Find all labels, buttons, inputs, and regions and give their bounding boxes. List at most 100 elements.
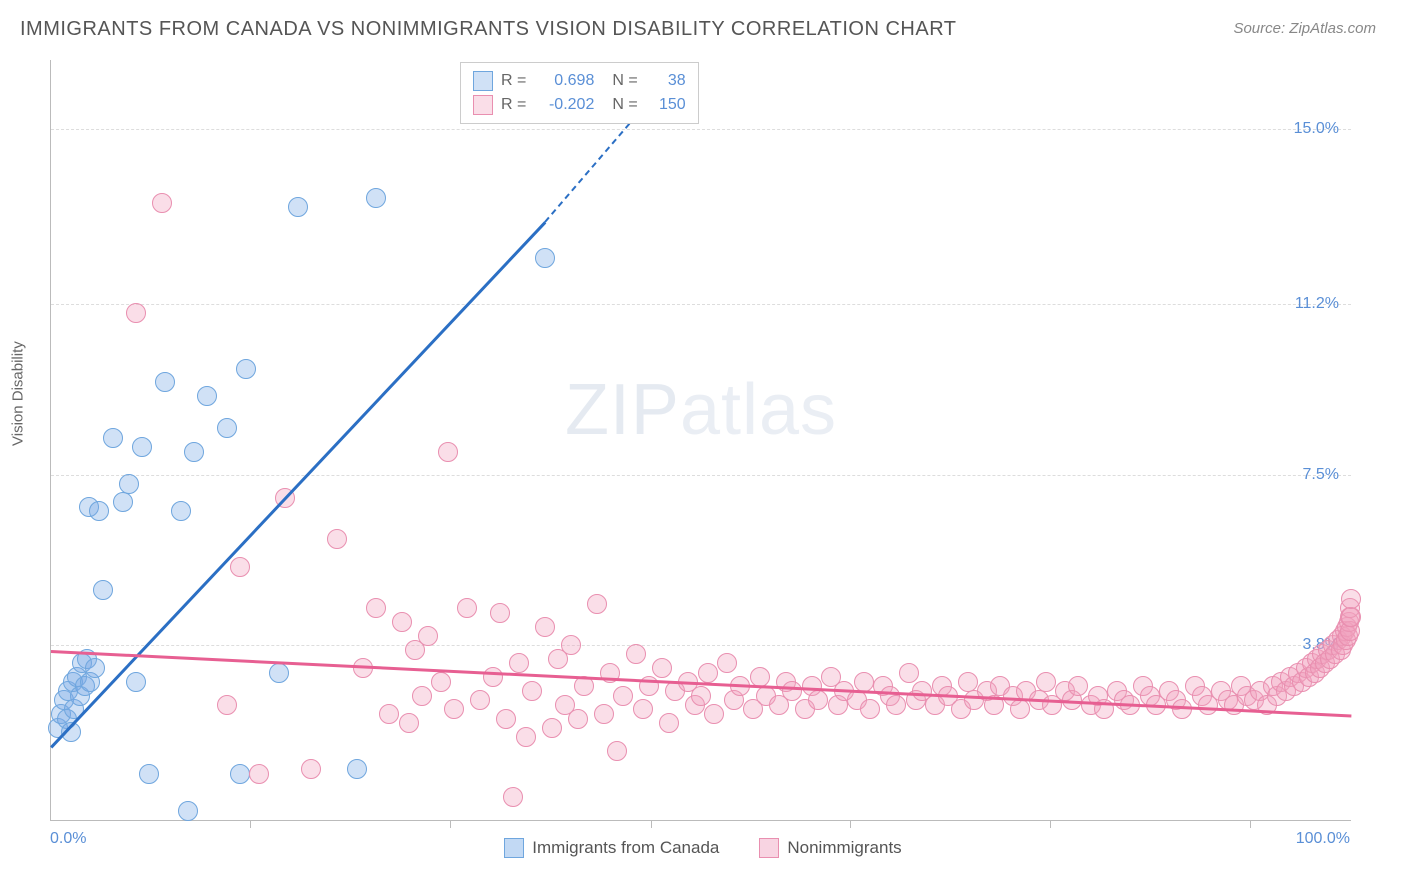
data-point: [808, 690, 828, 710]
stat-n-label: N =: [612, 96, 637, 114]
data-point: [217, 695, 237, 715]
data-point: [301, 759, 321, 779]
data-point: [399, 713, 419, 733]
data-point: [899, 663, 919, 683]
data-point: [535, 248, 555, 268]
data-point: [444, 699, 464, 719]
legend-label: Immigrants from Canada: [532, 838, 719, 858]
watermark-bold: ZIP: [565, 370, 680, 450]
data-point: [691, 686, 711, 706]
stat-n-value: 150: [646, 96, 686, 114]
data-point: [483, 667, 503, 687]
data-point: [89, 501, 109, 521]
legend-item-series-b: Nonimmigrants: [759, 838, 901, 858]
data-point: [347, 759, 367, 779]
data-point: [1341, 607, 1361, 627]
data-point: [113, 492, 133, 512]
data-point: [366, 598, 386, 618]
data-point: [860, 699, 880, 719]
data-point: [139, 764, 159, 784]
data-point: [230, 764, 250, 784]
data-point: [327, 529, 347, 549]
data-point: [1036, 672, 1056, 692]
data-point: [704, 704, 724, 724]
data-point: [152, 193, 172, 213]
data-point: [103, 428, 123, 448]
stat-r-label: R =: [501, 96, 526, 114]
data-point: [155, 372, 175, 392]
data-point: [568, 709, 588, 729]
y-tick-label: 7.5%: [1303, 466, 1339, 484]
data-point: [379, 704, 399, 724]
data-point: [470, 690, 490, 710]
data-point: [366, 188, 386, 208]
legend-swatch-icon: [473, 95, 493, 115]
stat-n-label: N =: [612, 72, 637, 90]
data-point: [652, 658, 672, 678]
x-tick-mark: [250, 820, 251, 828]
data-point: [509, 653, 529, 673]
data-point: [392, 612, 412, 632]
data-point: [561, 635, 581, 655]
data-point: [854, 672, 874, 692]
gridline: [51, 475, 1351, 476]
data-point: [288, 197, 308, 217]
data-point: [587, 594, 607, 614]
data-point: [119, 474, 139, 494]
data-point: [717, 653, 737, 673]
data-point: [574, 676, 594, 696]
legend-swatch-icon: [759, 838, 779, 858]
stat-n-value: 38: [646, 72, 686, 90]
y-axis-label: Vision Disability: [10, 341, 27, 446]
data-point: [438, 442, 458, 462]
data-point: [633, 699, 653, 719]
data-point: [613, 686, 633, 706]
data-point: [431, 672, 451, 692]
gridline: [51, 304, 1351, 305]
data-point: [171, 501, 191, 521]
watermark: ZIPatlas: [565, 369, 837, 451]
data-point: [249, 764, 269, 784]
data-point: [126, 672, 146, 692]
plot-area: ZIPatlas 3.8%7.5%11.2%15.0%: [50, 60, 1351, 821]
watermark-light: atlas: [680, 370, 837, 450]
gridline: [51, 645, 1351, 646]
legend-item-series-a: Immigrants from Canada: [504, 838, 719, 858]
y-tick-label: 15.0%: [1294, 120, 1339, 138]
source-attribution: Source: ZipAtlas.com: [1233, 20, 1376, 37]
chart-title: IMMIGRANTS FROM CANADA VS NONIMMIGRANTS …: [20, 18, 957, 41]
data-point: [958, 672, 978, 692]
data-point: [93, 580, 113, 600]
gridline: [51, 129, 1351, 130]
data-point: [698, 663, 718, 683]
y-tick-label: 11.2%: [1295, 295, 1339, 313]
data-point: [132, 437, 152, 457]
data-point: [542, 718, 562, 738]
data-point: [269, 663, 289, 683]
data-point: [490, 603, 510, 623]
data-point: [1172, 699, 1192, 719]
data-point: [178, 801, 198, 821]
data-point: [626, 644, 646, 664]
data-point: [184, 442, 204, 462]
stat-r-value: -0.202: [534, 96, 594, 114]
data-point: [503, 787, 523, 807]
trendline-extrapolated: [544, 116, 637, 223]
stats-legend: R =0.698N =38R =-0.202N =150: [460, 62, 699, 124]
data-point: [230, 557, 250, 577]
x-tick-mark: [1050, 820, 1051, 828]
data-point: [522, 681, 542, 701]
legend-swatch-icon: [473, 71, 493, 91]
data-point: [659, 713, 679, 733]
data-point: [1341, 589, 1361, 609]
data-point: [535, 617, 555, 637]
x-tick-mark: [651, 820, 652, 828]
data-point: [516, 727, 536, 747]
data-point: [418, 626, 438, 646]
legend-label: Nonimmigrants: [787, 838, 901, 858]
data-point: [1010, 699, 1030, 719]
data-point: [886, 695, 906, 715]
stats-legend-row: R =0.698N =38: [473, 69, 686, 93]
data-point: [496, 709, 516, 729]
stats-legend-row: R = -0.202 N = 150: [473, 93, 686, 117]
